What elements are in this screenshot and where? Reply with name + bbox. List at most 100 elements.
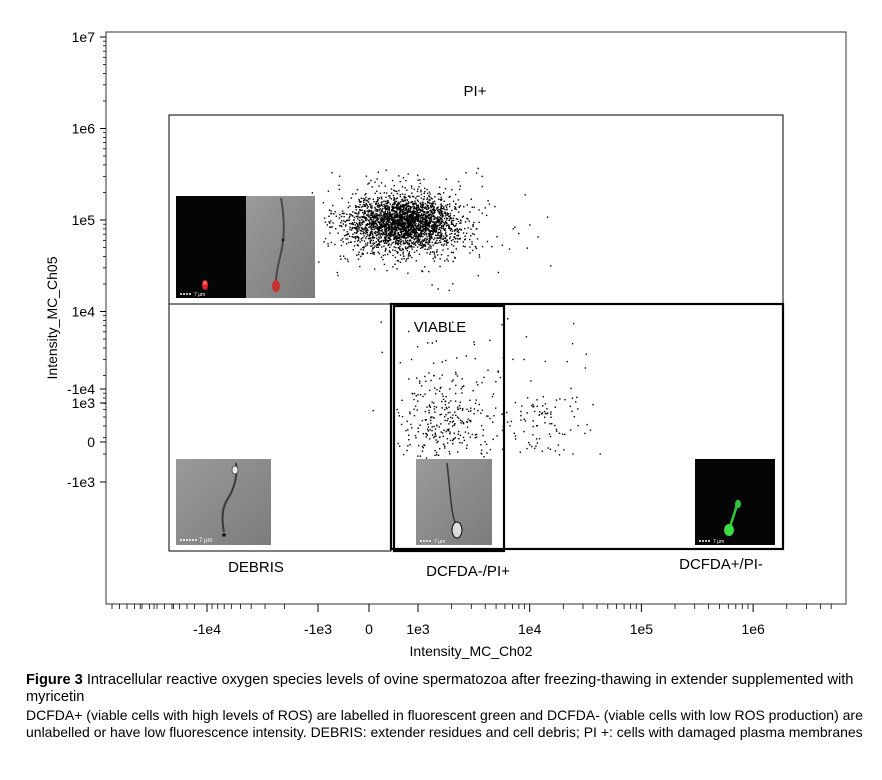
event-point bbox=[473, 341, 475, 343]
event-point bbox=[432, 209, 434, 211]
event-point bbox=[436, 225, 439, 227]
event-point bbox=[415, 230, 418, 232]
event-point bbox=[400, 234, 402, 236]
event-point bbox=[529, 444, 531, 446]
event-point bbox=[374, 206, 376, 209]
event-point bbox=[356, 222, 358, 224]
y-tick-label: 0 bbox=[87, 434, 95, 450]
event-point bbox=[354, 224, 356, 226]
event-point bbox=[372, 232, 374, 234]
event-point bbox=[518, 232, 520, 235]
event-point bbox=[418, 220, 420, 222]
event-point bbox=[447, 417, 449, 420]
event-point bbox=[374, 181, 376, 183]
event-point bbox=[434, 216, 437, 219]
event-point bbox=[363, 215, 365, 217]
event-point bbox=[449, 439, 452, 442]
event-point bbox=[434, 428, 437, 430]
event-point bbox=[425, 227, 427, 229]
event-point bbox=[481, 175, 483, 178]
event-point bbox=[374, 232, 376, 234]
event-point bbox=[535, 445, 537, 447]
event-point bbox=[383, 263, 386, 266]
event-point bbox=[425, 208, 428, 211]
event-point bbox=[393, 201, 396, 204]
event-point bbox=[376, 190, 378, 192]
x-tick-label: -1e4 bbox=[193, 621, 221, 637]
event-point bbox=[378, 253, 381, 255]
event-point bbox=[380, 236, 383, 238]
event-point bbox=[428, 270, 430, 273]
event-point bbox=[422, 395, 424, 398]
event-point bbox=[499, 376, 502, 379]
event-point bbox=[357, 244, 359, 247]
event-point bbox=[386, 214, 388, 216]
event-point bbox=[542, 405, 544, 407]
event-point bbox=[451, 380, 453, 383]
event-point bbox=[366, 244, 369, 246]
event-point bbox=[403, 236, 405, 238]
event-point bbox=[374, 220, 377, 222]
event-point bbox=[437, 210, 439, 212]
event-point bbox=[396, 205, 398, 207]
event-point bbox=[462, 245, 465, 247]
event-point bbox=[402, 205, 404, 207]
event-point bbox=[394, 222, 397, 224]
event-point bbox=[427, 423, 429, 425]
event-point bbox=[447, 255, 449, 257]
event-point bbox=[461, 386, 463, 388]
event-point bbox=[384, 234, 386, 236]
event-point bbox=[388, 237, 391, 240]
event-point bbox=[445, 206, 448, 208]
event-point bbox=[586, 423, 588, 426]
event-point bbox=[397, 206, 399, 208]
event-point bbox=[455, 371, 457, 374]
event-point bbox=[372, 215, 374, 218]
event-point bbox=[427, 200, 429, 203]
event-point bbox=[433, 218, 435, 221]
event-point bbox=[407, 220, 410, 222]
event-point bbox=[446, 239, 448, 241]
event-point bbox=[406, 220, 408, 222]
event-point bbox=[328, 215, 330, 217]
event-point bbox=[413, 202, 415, 205]
event-point bbox=[361, 228, 364, 231]
event-point bbox=[406, 205, 408, 207]
event-point bbox=[402, 453, 405, 456]
event-point bbox=[384, 213, 386, 216]
event-point bbox=[421, 219, 424, 221]
event-point bbox=[395, 213, 397, 216]
event-point bbox=[430, 225, 432, 227]
event-point bbox=[370, 203, 372, 205]
event-point bbox=[397, 203, 399, 205]
event-point bbox=[409, 239, 411, 241]
event-point bbox=[433, 408, 436, 410]
event-point bbox=[341, 210, 344, 212]
event-point bbox=[421, 246, 423, 249]
event-point bbox=[383, 233, 385, 236]
event-point bbox=[362, 197, 364, 200]
event-point bbox=[365, 196, 367, 199]
event-point bbox=[373, 251, 375, 254]
event-point bbox=[584, 432, 586, 435]
event-point bbox=[470, 198, 472, 200]
event-point bbox=[411, 212, 413, 214]
event-point bbox=[406, 222, 409, 224]
event-point bbox=[422, 218, 425, 221]
event-point bbox=[536, 442, 539, 444]
event-point bbox=[411, 192, 413, 194]
event-point bbox=[417, 219, 419, 221]
event-point bbox=[419, 218, 421, 220]
event-point bbox=[458, 238, 460, 240]
event-point bbox=[397, 218, 399, 221]
event-point bbox=[385, 208, 387, 210]
event-point bbox=[414, 220, 416, 222]
event-point bbox=[485, 214, 488, 217]
event-point bbox=[432, 257, 434, 260]
event-point bbox=[387, 205, 389, 207]
event-point bbox=[384, 210, 386, 213]
event-point bbox=[534, 447, 536, 450]
event-point bbox=[422, 211, 424, 213]
event-point bbox=[365, 175, 368, 177]
event-point bbox=[380, 227, 382, 229]
